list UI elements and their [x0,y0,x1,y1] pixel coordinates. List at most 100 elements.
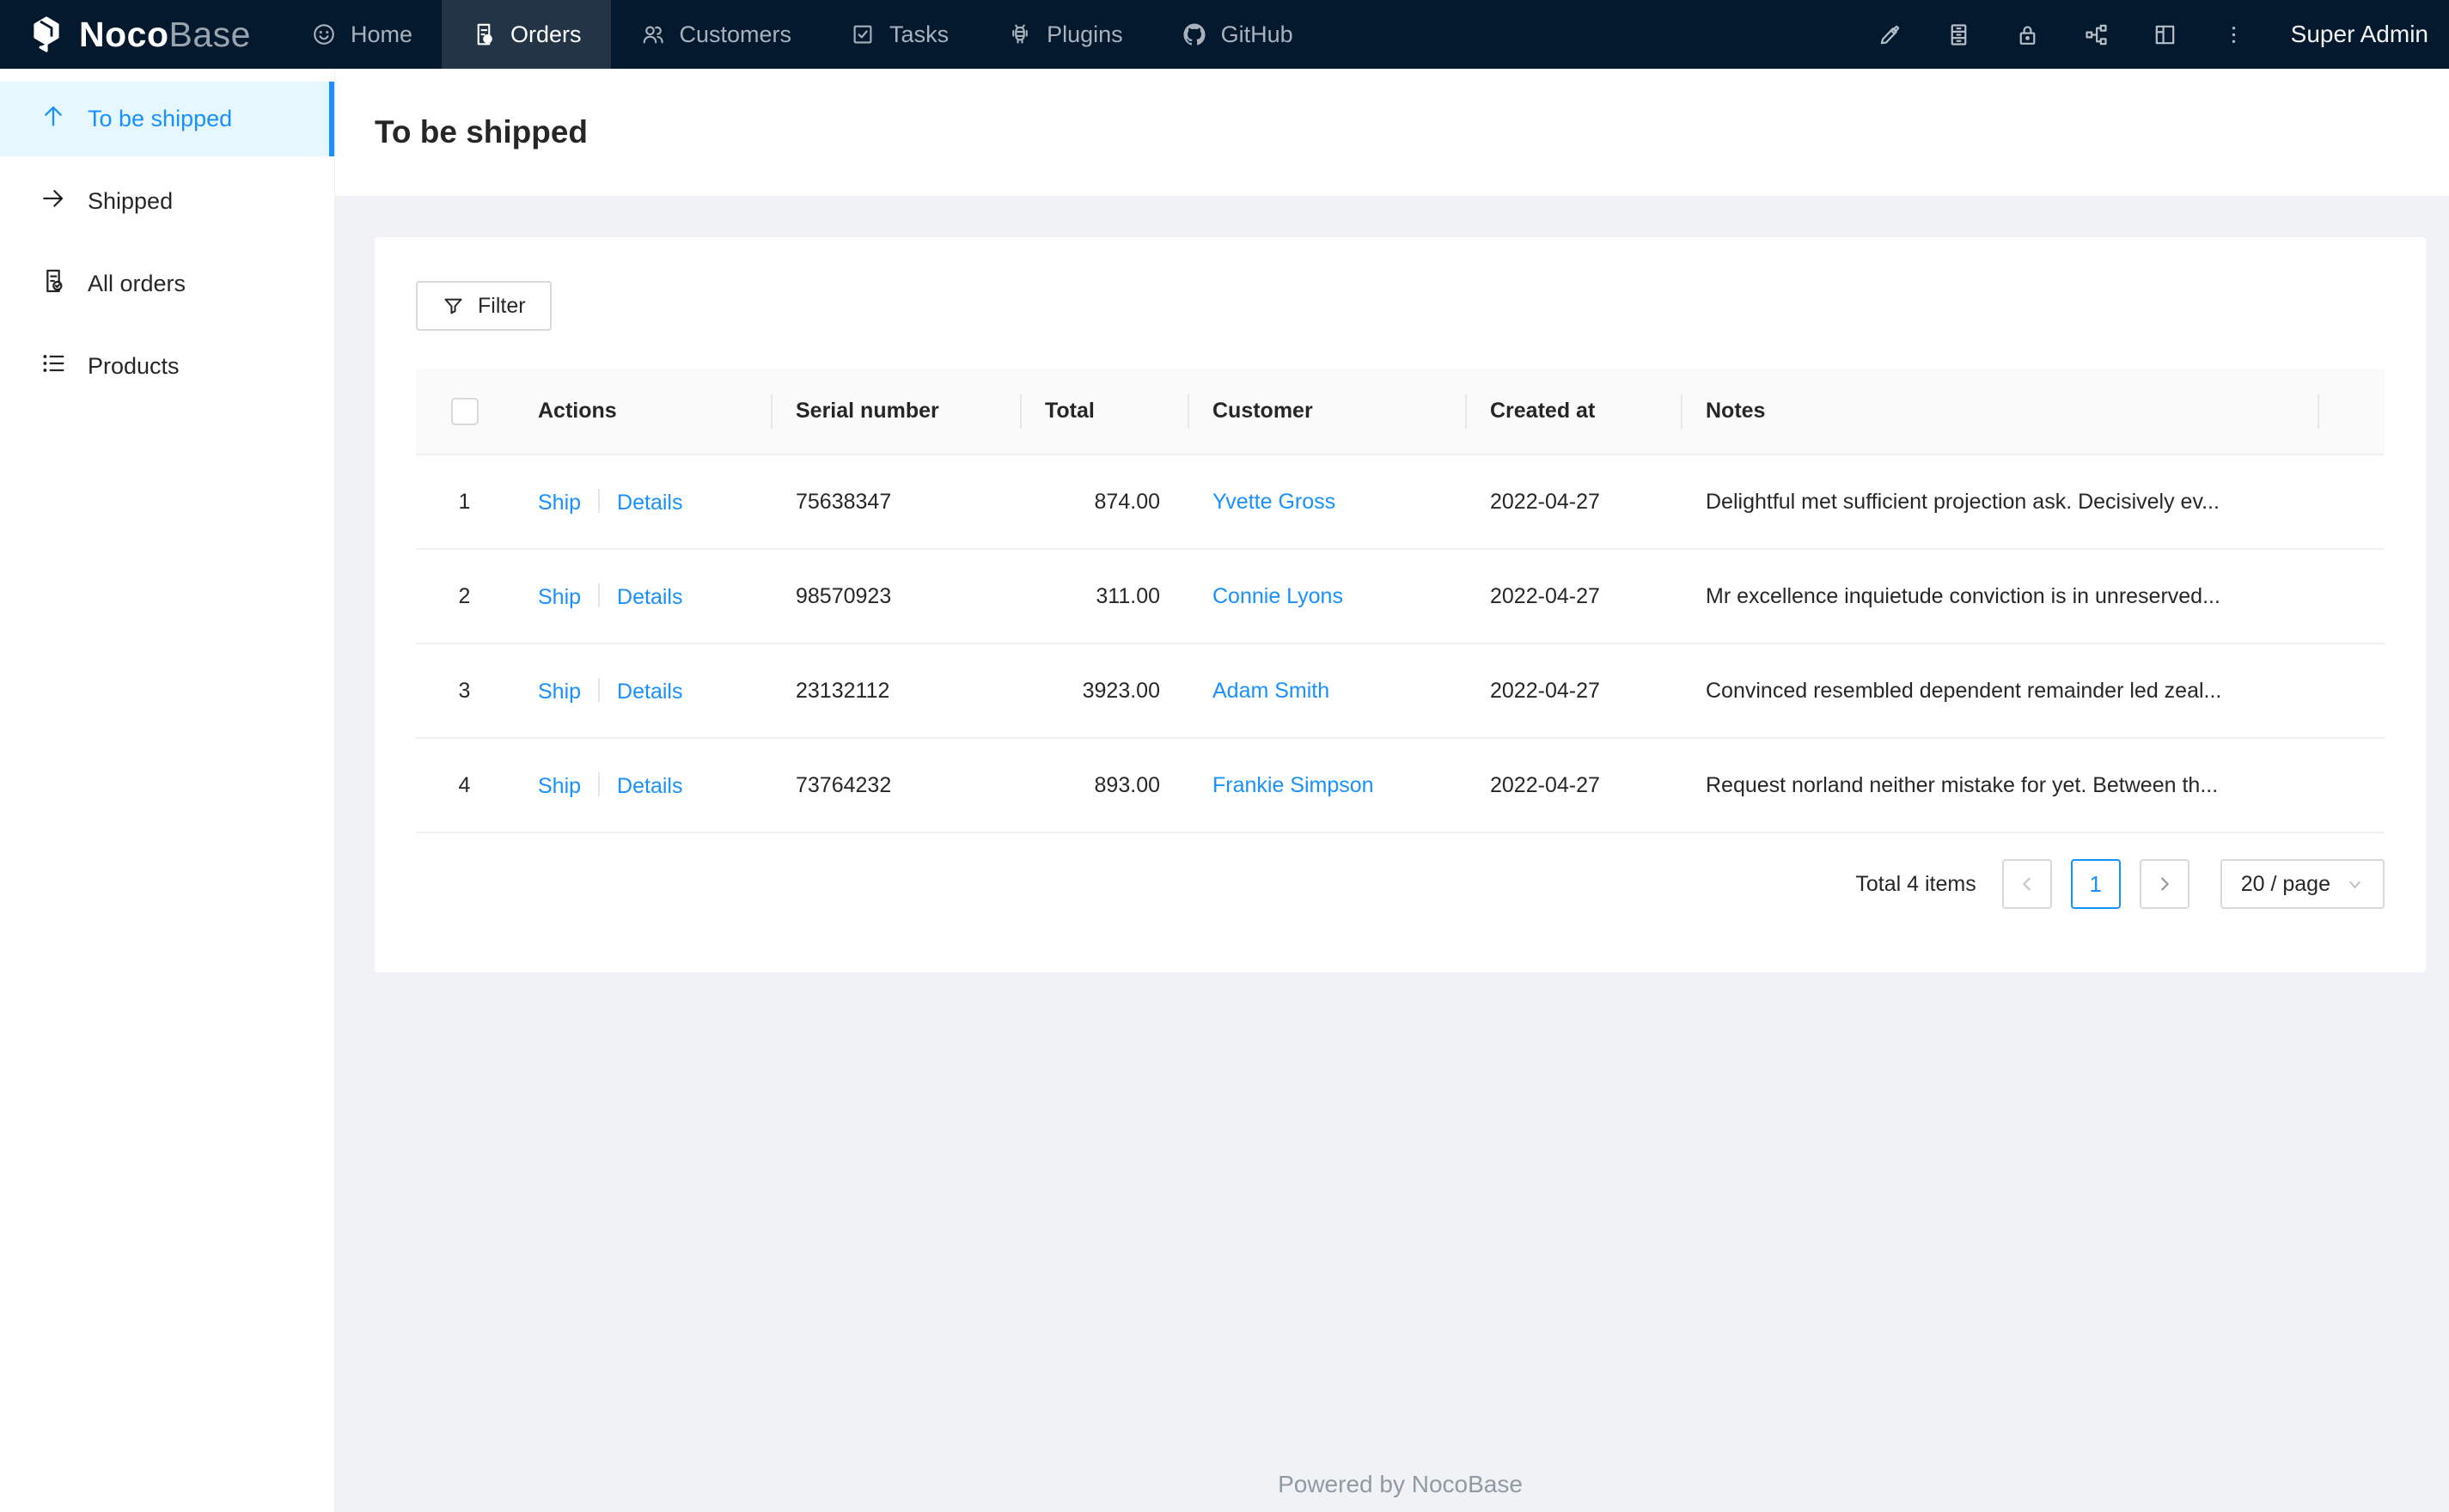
nav-item-tasks[interactable]: Tasks [821,0,978,69]
serial-number-cell: 75638347 [771,454,1020,550]
column-header-actions: Actions [513,369,771,455]
user-menu[interactable]: Super Admin [2290,21,2428,47]
brand-name-bold: Noco [79,14,169,54]
sidebar-item-to-be-shipped[interactable]: To be shipped [0,82,334,156]
nav-item-label: Home [350,21,412,47]
created-at-cell: 2022-04-27 [1465,738,1681,833]
customers-icon [640,21,666,47]
content-area: Filter Actions Serial number Total Customer… [335,196,2449,1512]
details-link[interactable]: Details [617,584,683,609]
column-header-total: Total [1020,369,1188,455]
page-size-select[interactable]: 20 / page [2220,859,2385,909]
filter-label: Filter [478,293,526,318]
plugins-icon [1007,21,1033,47]
sidebar-item-shipped[interactable]: Shipped [0,164,334,239]
customer-cell: Frankie Simpson [1188,738,1465,833]
next-page-button[interactable] [2139,859,2189,909]
page-1-button[interactable]: 1 [2070,859,2121,909]
table-row: 3 Ship Details 23132112 3923.00 Adam Smith 202… [416,643,2385,739]
customer-cell: Connie Lyons [1188,549,1465,644]
layout-icon[interactable] [2148,17,2183,52]
notes-cell: Convinced resembled dependent remainder … [1681,643,2318,739]
column-spacer [2318,369,2385,455]
actions-cell: Ship Details [513,454,771,550]
nav-item-orders[interactable]: Orders [441,0,611,69]
nav-item-label: GitHub [1220,21,1293,47]
nav-item-label: Tasks [889,21,950,47]
customer-cell: Yvette Gross [1188,454,1465,550]
nav-item-customers[interactable]: Customers [611,0,821,69]
total-cell: 874.00 [1020,454,1188,550]
ship-link[interactable]: Ship [538,773,582,798]
action-divider [598,771,601,796]
sidebar-item-products[interactable]: Products [0,329,334,404]
customer-link[interactable]: Frankie Simpson [1212,772,1374,797]
org-chart-icon[interactable] [2080,17,2114,52]
details-link[interactable]: Details [617,679,683,704]
action-divider [598,582,601,607]
action-divider [598,677,601,702]
notes-cell: Request norland neither mistake for yet.… [1681,738,2318,833]
select-all-header [416,369,513,455]
serial-number-cell: 73764232 [771,738,1020,833]
total-cell: 893.00 [1020,738,1188,833]
notes-cell: Delightful met sufficient projection ask… [1681,454,2318,550]
nav-item-label: Plugins [1047,21,1123,47]
list-icon [40,350,67,383]
sidebar-item-label: Products [88,353,180,379]
ship-link[interactable]: Ship [538,490,582,515]
customer-link[interactable]: Connie Lyons [1212,583,1343,608]
brand-logo[interactable]: NocoBase [0,0,282,69]
server-icon[interactable] [1942,17,1976,52]
nav-item-github[interactable]: GitHub [1152,0,1322,69]
sidebar-item-all-orders[interactable]: All orders [0,247,334,321]
chevron-right-icon [2160,877,2169,891]
brand-name-light: Base [168,14,251,54]
nav-item-plugins[interactable]: Plugins [978,0,1152,69]
created-at-cell: 2022-04-27 [1465,454,1681,550]
table-card: Filter Actions Serial number Total Customer… [375,237,2426,972]
row-spacer [2318,549,2385,644]
sidebar-item-label: Shipped [88,188,174,214]
details-link[interactable]: Details [617,490,683,515]
actions-cell: Ship Details [513,738,771,833]
row-index: 3 [416,643,513,739]
row-index: 1 [416,454,513,550]
arrow-right-icon [40,185,67,218]
filter-icon [444,298,462,314]
main-nav: Home Orders Customers Tasks Plugins GitHub [282,0,1322,69]
table-row: 4 Ship Details 73764232 893.00 Frankie Simpso… [416,738,2385,833]
nav-item-home[interactable]: Home [282,0,442,69]
ship-link[interactable]: Ship [538,584,582,609]
lock-icon[interactable] [2011,17,2045,52]
table-row: 1 Ship Details 75638347 874.00 Yvette Gross 20… [416,454,2385,550]
details-link[interactable]: Details [617,773,683,798]
shell: To be shipped Shipped All orders Products T… [0,69,2449,1512]
row-spacer [2318,643,2385,739]
main-area: To be shipped Filter Actions Serial [335,69,2449,1512]
filter-button[interactable]: Filter [416,281,552,331]
customer-link[interactable]: Yvette Gross [1212,489,1336,514]
row-index: 2 [416,549,513,644]
customer-cell: Adam Smith [1188,643,1465,739]
sidebar-item-label: To be shipped [88,106,233,131]
customer-link[interactable]: Adam Smith [1212,678,1330,703]
select-all-checkbox[interactable] [450,397,479,425]
ship-link[interactable]: Ship [538,679,582,704]
nav-item-label: Customers [679,21,792,47]
home-icon [311,21,337,47]
top-navbar: NocoBase Home Orders Customers Tasks Plugins… [0,0,2449,69]
table-header-row: Actions Serial number Total Customer Created… [416,369,2385,455]
serial-number-cell: 98570923 [771,549,1020,644]
doc-check-icon [40,267,67,301]
sidebar: To be shipped Shipped All orders Products [0,69,335,1512]
page-size-value: 20 / page [2240,871,2330,896]
page-title: To be shipped [375,114,589,149]
more-icon[interactable] [2217,17,2251,52]
prev-page-button[interactable] [2001,859,2052,909]
table-row: 2 Ship Details 98570923 311.00 Connie Lyons 20… [416,549,2385,644]
highlighter-icon[interactable] [1873,17,1908,52]
column-header-created-at: Created at [1465,369,1681,455]
row-index: 4 [416,738,513,833]
